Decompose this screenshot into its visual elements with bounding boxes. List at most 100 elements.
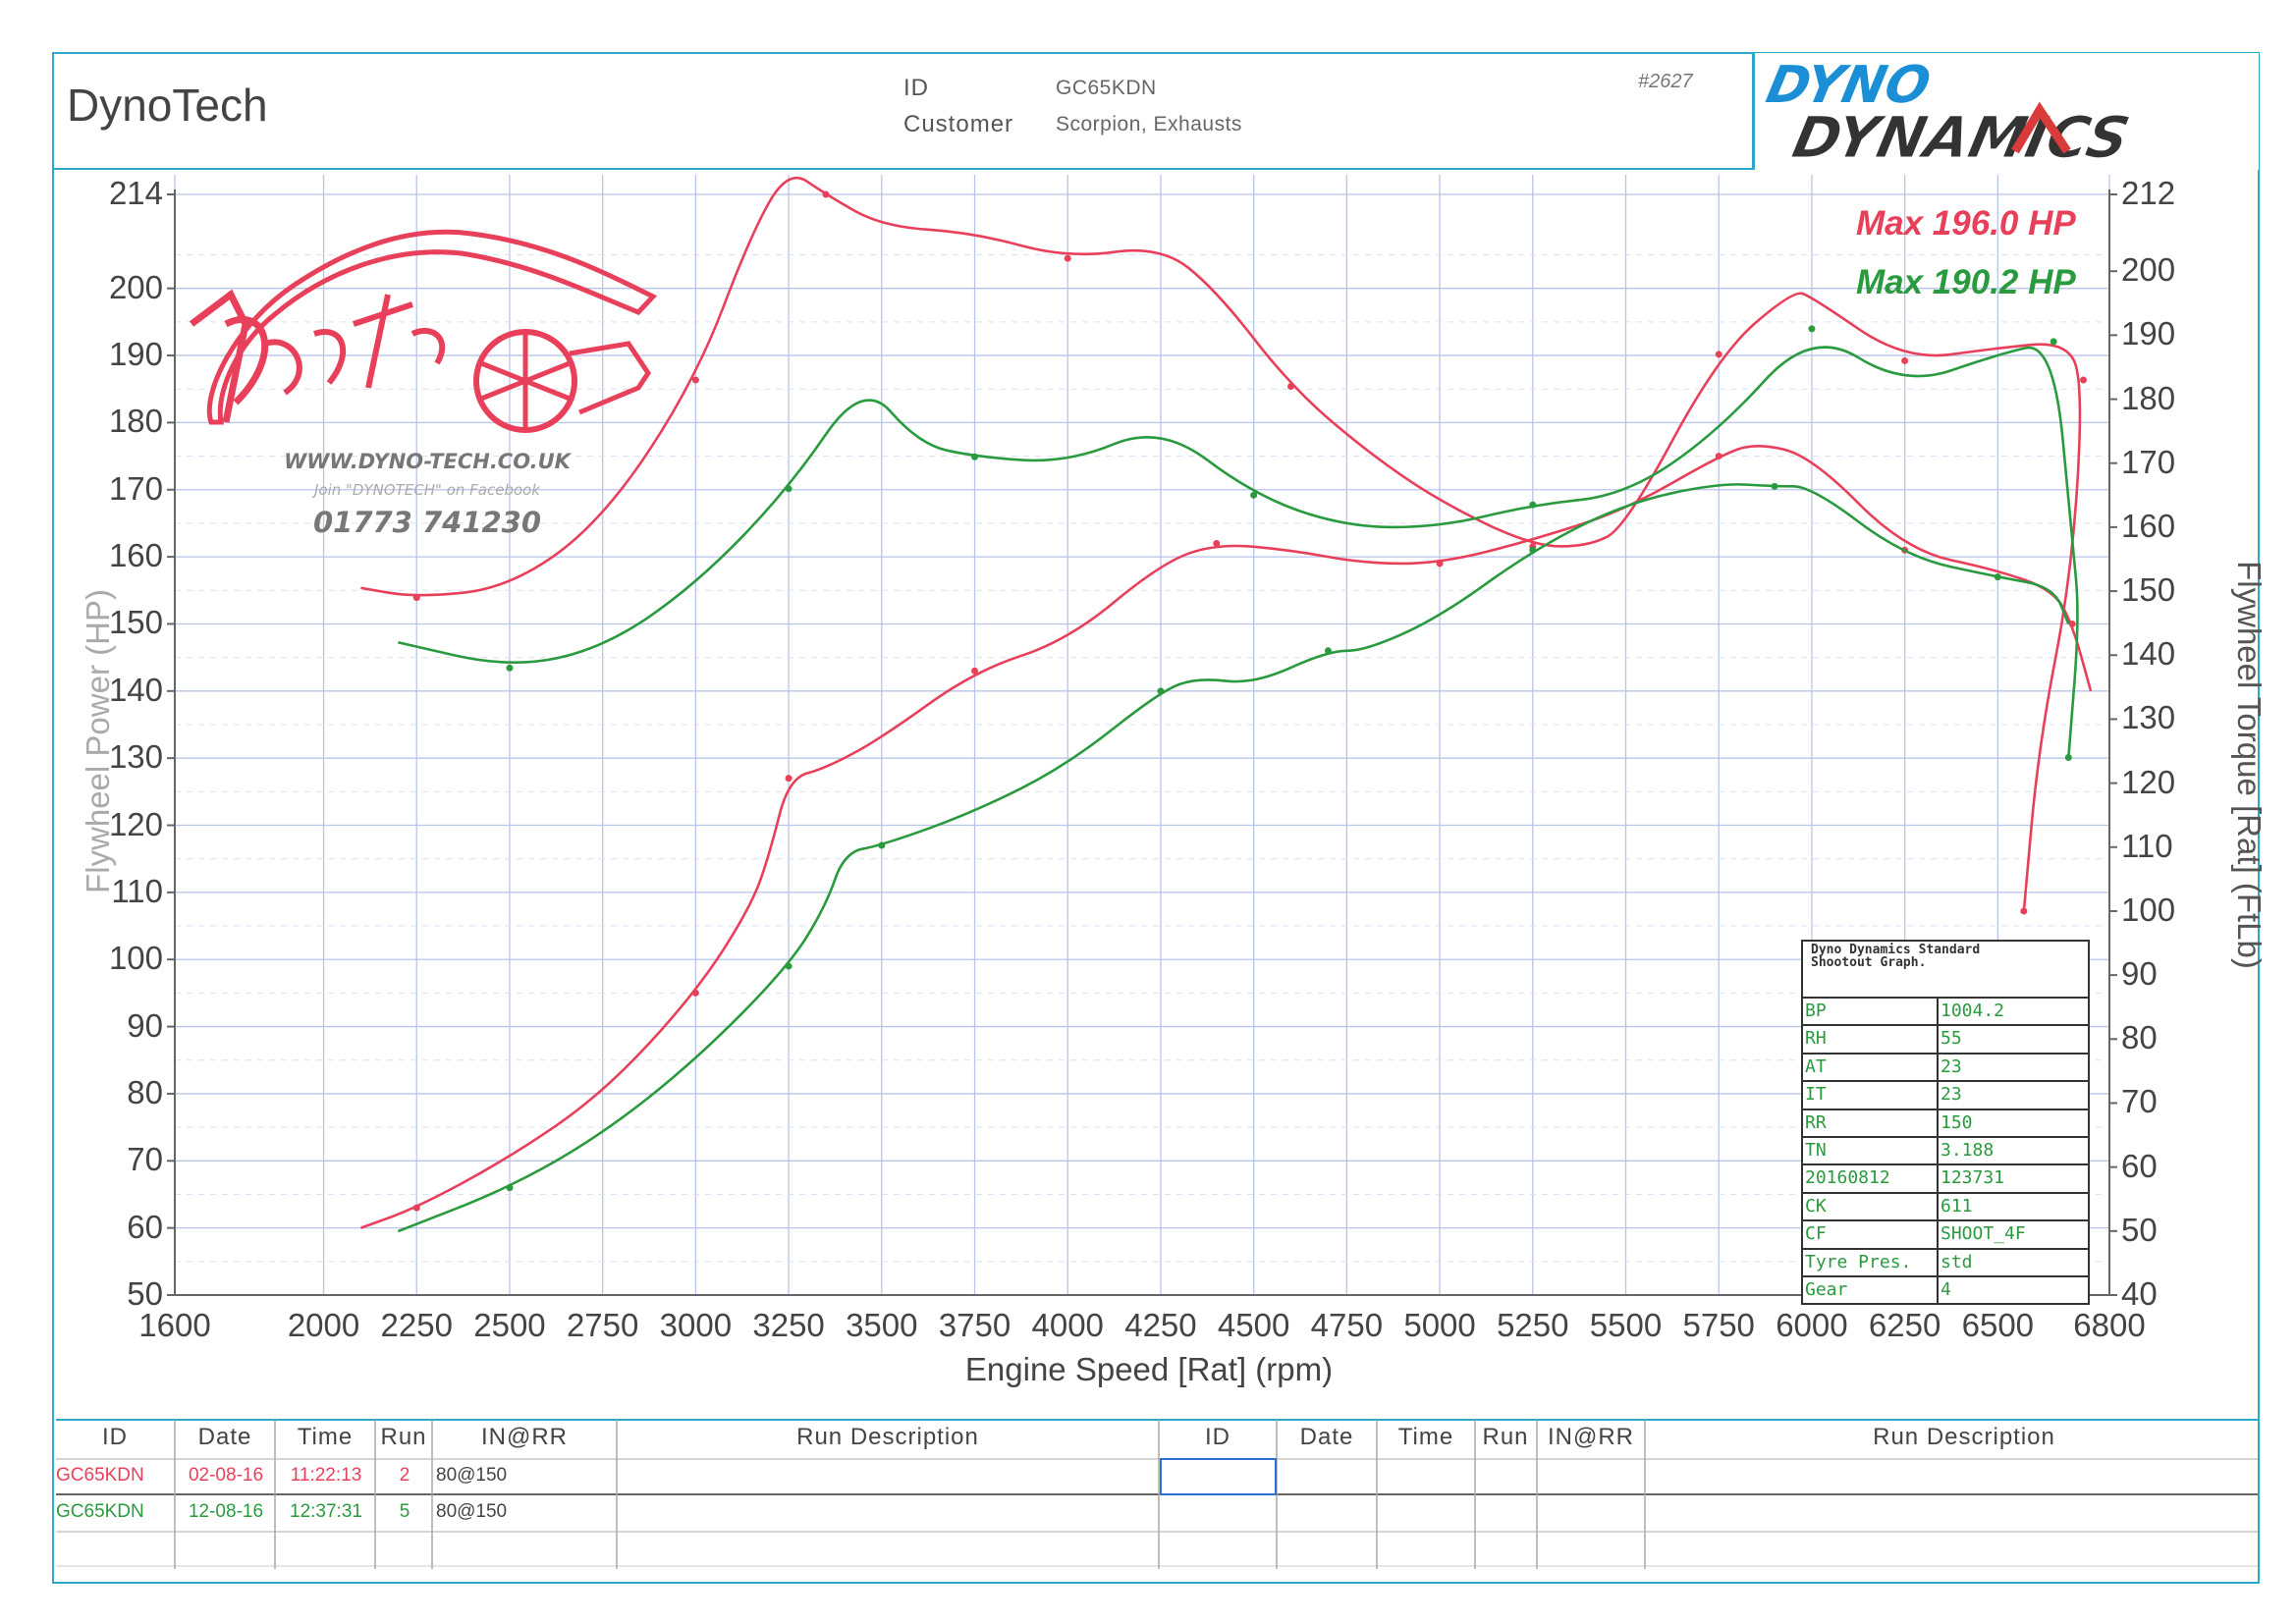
shootout-info-value: 4 bbox=[1941, 1278, 1951, 1300]
series-point bbox=[2079, 376, 2087, 384]
logo-line2: DYNAMICS bbox=[1787, 105, 2136, 170]
run-table-header-left: Time bbox=[297, 1424, 354, 1450]
shootout-info-value: 3.188 bbox=[1941, 1139, 1995, 1161]
shootout-info-key: CF bbox=[1803, 1221, 1939, 1248]
max-power-run1: Max 196.0 HP bbox=[1856, 204, 2076, 243]
shootout-info-key: TN bbox=[1803, 1137, 1939, 1164]
series-point bbox=[1529, 546, 1537, 554]
report-frame bbox=[52, 52, 2260, 1584]
shootout-title-line1: Dyno Dynamics Standard bbox=[1811, 943, 1981, 957]
y-tick-label: 60 bbox=[127, 1208, 163, 1245]
run-table-selected-cell[interactable] bbox=[1160, 1458, 1277, 1495]
y2-tick-label: 70 bbox=[2121, 1083, 2158, 1120]
y2-tick-label: 212 bbox=[2121, 175, 2176, 211]
shootout-info-row: TN 3.188 bbox=[1803, 1137, 2088, 1166]
brand-title: DynoTech bbox=[67, 80, 268, 131]
shootout-info-row: Gear 4 bbox=[1803, 1276, 2088, 1304]
series-point bbox=[691, 376, 699, 384]
series-line-power-run1 bbox=[359, 445, 2093, 1229]
series-point bbox=[2068, 620, 2076, 627]
series-point bbox=[971, 453, 979, 460]
x-tick-label: 6000 bbox=[1776, 1307, 1848, 1343]
y-tick-label: 100 bbox=[108, 940, 163, 977]
series-point bbox=[1715, 453, 1722, 460]
shootout-title-line2: Shootout Graph. bbox=[1811, 955, 1927, 970]
run-table-header-left: Run bbox=[380, 1424, 427, 1450]
y-tick-label: 110 bbox=[111, 872, 163, 909]
x-tick-label: 4750 bbox=[1310, 1307, 1384, 1343]
y2-tick-label: 160 bbox=[2121, 507, 2176, 544]
run-table-header-right: Run Description bbox=[1873, 1424, 2055, 1450]
y2-tick-label: 200 bbox=[2121, 251, 2176, 289]
max-power-run2: Max 190.2 HP bbox=[1856, 263, 2076, 301]
run-table-header-right: Time bbox=[1397, 1424, 1454, 1450]
run-cell-run: 5 bbox=[399, 1501, 410, 1522]
run-cell-id: GC65KDN bbox=[56, 1501, 144, 1522]
y-tick-label: 80 bbox=[127, 1073, 163, 1110]
y2-tick-label: 170 bbox=[2121, 443, 2176, 480]
shootout-info-value: SHOOT_4F bbox=[1941, 1223, 2026, 1245]
series-point bbox=[1287, 383, 1295, 391]
series-point bbox=[1771, 482, 1778, 490]
run-cell-id: GC65KDN bbox=[56, 1465, 144, 1486]
shootout-info-key: Gear bbox=[1803, 1276, 1939, 1304]
series-point bbox=[1324, 647, 1332, 655]
x-tick-label: 1600 bbox=[138, 1307, 211, 1343]
shootout-info-value: 55 bbox=[1941, 1028, 1962, 1050]
shootout-info-value: 1004.2 bbox=[1941, 1001, 2005, 1021]
shootout-info-key: BP bbox=[1803, 999, 1939, 1025]
x-tick-label: 6800 bbox=[2073, 1307, 2146, 1343]
x-tick-label: 2500 bbox=[473, 1307, 546, 1343]
series-point bbox=[2064, 754, 2072, 762]
y-tick-label: 200 bbox=[108, 268, 163, 305]
series-point bbox=[1901, 356, 1909, 364]
y2-tick-label: 100 bbox=[2121, 891, 2176, 928]
shootout-info-value: 23 bbox=[1941, 1055, 1962, 1077]
y2-tick-label: 40 bbox=[2121, 1275, 2158, 1312]
y-tick-label: 50 bbox=[127, 1275, 163, 1312]
y-tick-label: 190 bbox=[108, 336, 163, 373]
series-point bbox=[2020, 907, 2028, 915]
x-tick-label: 2000 bbox=[287, 1307, 360, 1343]
y-tick-label: 90 bbox=[127, 1006, 163, 1044]
series-line-torque-run1 bbox=[360, 177, 2082, 912]
x-tick-label: 6500 bbox=[1961, 1307, 2035, 1343]
run-table-header-left: ID bbox=[102, 1424, 128, 1450]
shootout-info-row: IT 23 bbox=[1803, 1082, 2088, 1110]
shootout-info-row: RH 55 bbox=[1803, 1026, 2088, 1055]
shootout-info-row: BP 1004.2 bbox=[1803, 999, 2088, 1027]
series-point bbox=[822, 190, 830, 198]
run-table-header-right: Run bbox=[1482, 1424, 1529, 1450]
x-tick-label: 2750 bbox=[566, 1307, 639, 1343]
y2-tick-label: 150 bbox=[2121, 571, 2176, 609]
run-table-header-right: IN@RR bbox=[1547, 1424, 1635, 1450]
series-point bbox=[506, 1184, 514, 1192]
y-tick-label: 120 bbox=[108, 805, 163, 842]
run-cell-inrr: 80@150 bbox=[436, 1501, 508, 1522]
series-point bbox=[1064, 254, 1071, 262]
shootout-info-row: Tyre Pres. std bbox=[1803, 1249, 2088, 1277]
shootout-info-key: IT bbox=[1803, 1082, 1939, 1109]
shootout-info-key: Tyre Pres. bbox=[1803, 1249, 1939, 1275]
series-line-power-run2 bbox=[397, 483, 2070, 1233]
shootout-info-row: 20160812 123731 bbox=[1803, 1165, 2088, 1194]
series-point bbox=[1808, 325, 1816, 333]
watermark-phone: 01773 741230 bbox=[312, 506, 542, 539]
series-point bbox=[785, 775, 793, 783]
y2-tick-label: 110 bbox=[2121, 827, 2173, 864]
run-cell-date: 12-08-16 bbox=[188, 1501, 264, 1522]
shootout-info-row: RR 150 bbox=[1803, 1109, 2088, 1138]
shootout-info-value: 150 bbox=[1941, 1111, 1973, 1133]
shootout-info-key: CK bbox=[1803, 1193, 1939, 1220]
shootout-info-value: 611 bbox=[1941, 1195, 1973, 1217]
watermark-website: WWW.DYNO-TECH.CO.UK bbox=[284, 450, 571, 473]
customer-label: Customer bbox=[903, 111, 1014, 137]
x-tick-label: 5750 bbox=[1682, 1307, 1755, 1343]
series-point bbox=[1213, 539, 1221, 547]
x-tick-label: 4250 bbox=[1124, 1307, 1197, 1343]
shootout-info-title: Dyno Dynamics Standard Shootout Graph. bbox=[1803, 942, 2088, 999]
y-tick-label: 150 bbox=[108, 604, 163, 641]
run-table-header-left: Date bbox=[197, 1424, 252, 1450]
